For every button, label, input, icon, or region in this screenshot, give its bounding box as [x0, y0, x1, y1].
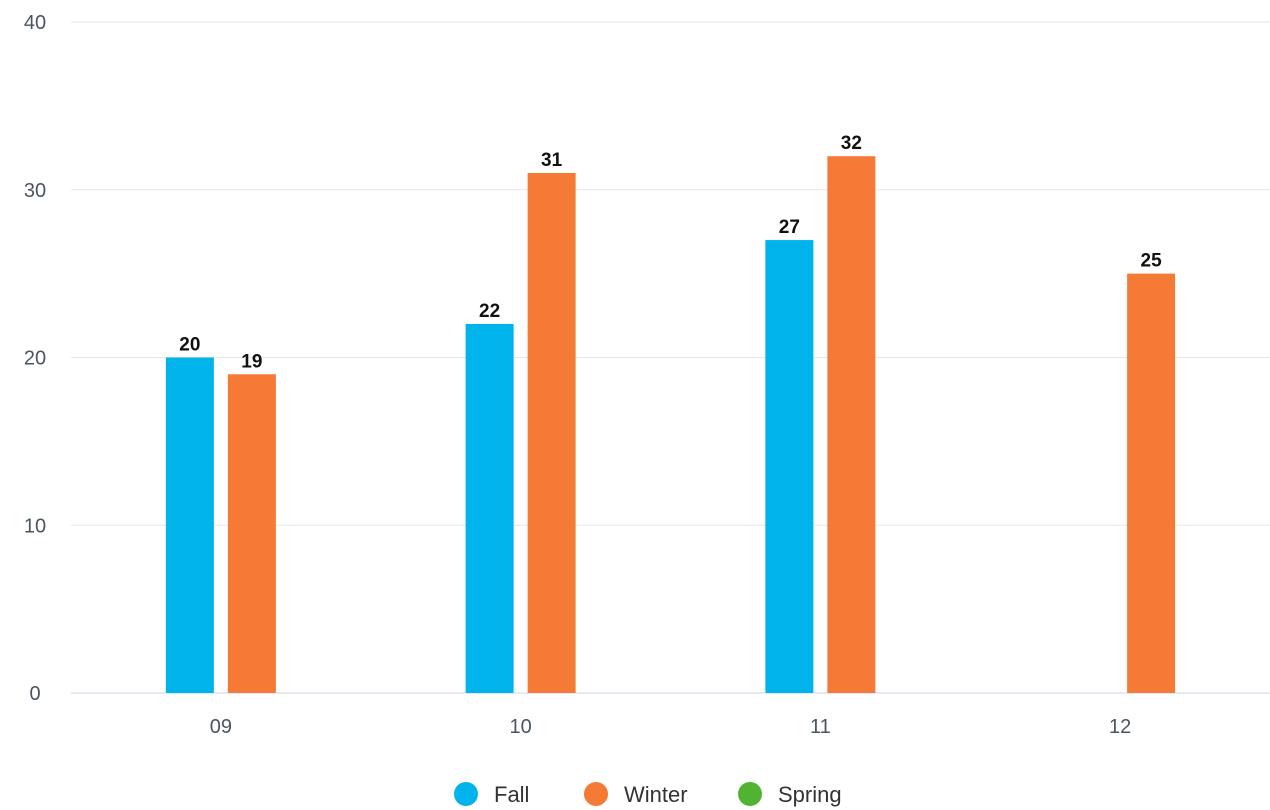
data-label-winter-12: 25 [1141, 251, 1163, 272]
data-label-winter-11: 32 [841, 133, 862, 154]
x-tick-label: 12 [1109, 716, 1131, 738]
data-label-fall-09: 20 [179, 335, 200, 356]
legend-label: Spring [778, 782, 842, 807]
legend-marker [454, 782, 478, 806]
data-label-winter-09: 19 [241, 351, 262, 372]
bar-fall-10[interactable] [465, 323, 514, 693]
y-tick-label: 0 [29, 683, 40, 705]
y-tick-label: 10 [24, 515, 46, 537]
y-axis-ticks: 0 10 20 30 40 [24, 12, 46, 705]
bar-winter-09[interactable] [227, 374, 276, 693]
y-tick-label: 30 [24, 180, 46, 202]
bar-winter-11[interactable] [827, 156, 876, 693]
x-tick-label: 10 [510, 716, 532, 738]
bar-winter-10[interactable] [527, 172, 576, 694]
bar-winter-12[interactable] [1127, 273, 1176, 693]
legend-label: Winter [624, 782, 688, 807]
legend-marker [738, 782, 762, 806]
legend-item-fall[interactable]: Fall [454, 782, 529, 807]
y-tick-label: 40 [24, 12, 46, 34]
data-labels: 20 19 22 31 27 32 25 [179, 133, 1162, 372]
x-tick-label: 11 [810, 716, 831, 738]
legend-marker [584, 782, 608, 806]
x-tick-label: 09 [210, 716, 232, 738]
y-tick-label: 20 [24, 348, 46, 370]
bars [165, 156, 1176, 694]
legend-label: Fall [494, 782, 529, 807]
x-axis-ticks: 09 10 11 12 [210, 716, 1132, 738]
bar-fall-09[interactable] [165, 357, 214, 694]
bar-fall-11[interactable] [765, 240, 814, 693]
legend-item-spring[interactable]: Spring [738, 782, 842, 807]
legend[interactable]: Fall Winter Spring [454, 782, 842, 807]
legend-item-winter[interactable]: Winter [584, 782, 688, 807]
data-label-winter-10: 31 [541, 150, 563, 171]
data-label-fall-10: 22 [479, 301, 500, 322]
data-label-fall-11: 27 [779, 217, 800, 238]
